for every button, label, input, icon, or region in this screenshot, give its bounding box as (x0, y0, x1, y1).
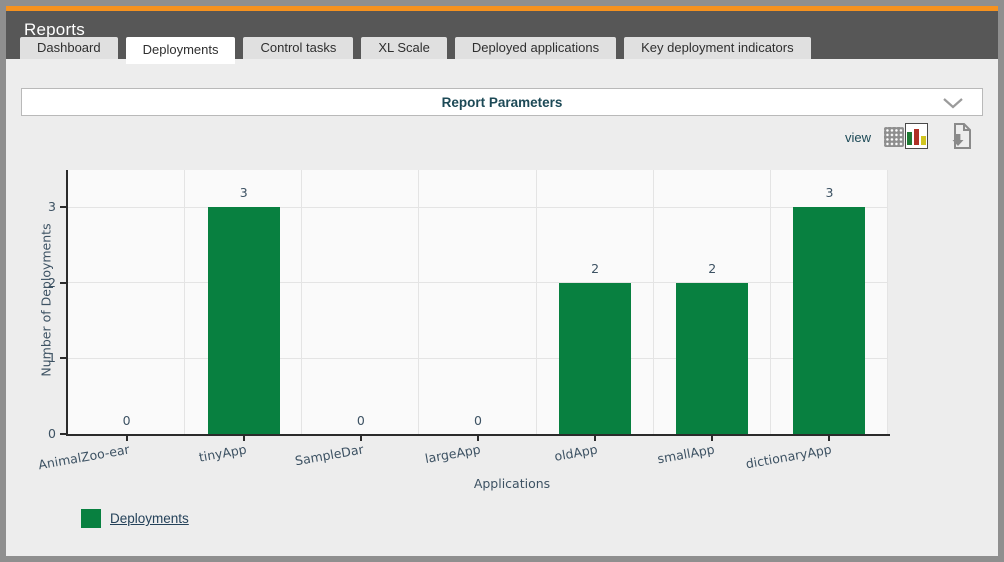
plot-area: 0 3 0 0 2 2 3 (68, 170, 888, 434)
report-parameters-title: Report Parameters (441, 95, 563, 110)
gridline-vertical (184, 170, 186, 434)
bar-dictionaryApp (793, 207, 866, 434)
y-axis-line (66, 170, 68, 436)
y-tick-mark (60, 281, 66, 284)
chart-icon-bar-green (907, 132, 912, 145)
legend-label-deployments[interactable]: Deployments (110, 511, 189, 526)
bar-value-label: 0 (474, 413, 482, 428)
x-tick-mark (828, 436, 831, 441)
chevron-down-icon[interactable] (942, 97, 964, 109)
y-tick-mark (60, 357, 66, 360)
chart-icon-bar-red (914, 129, 919, 145)
x-tick-mark (477, 436, 479, 441)
x-tick-label-largeApp: largeApp (423, 441, 482, 467)
x-tick-label-dictionaryApp: dictionaryApp (744, 441, 834, 472)
gridline-vertical (652, 170, 654, 434)
bar-chart-view-icon[interactable] (905, 123, 928, 149)
gridline-horizontal (68, 282, 888, 284)
report-content: Report Parameters view 0 3 0 0 2 2 3 AnimalZoo… (6, 59, 998, 556)
table-view-icon[interactable] (884, 127, 904, 147)
x-tick-mark (125, 436, 128, 441)
y-tick-label: 0 (48, 426, 56, 441)
view-label: view (845, 130, 872, 145)
gridline-vertical (887, 170, 888, 434)
bar-oldApp (559, 282, 632, 434)
legend-swatch-deployments (81, 509, 101, 528)
reports-header: Reports Dashboard Deployments Control ta… (6, 11, 998, 64)
chart-legend: Deployments (81, 509, 189, 528)
x-tick-mark (711, 436, 714, 441)
y-tick-label: 1 (48, 350, 56, 366)
tab-control-tasks[interactable]: Control tasks (243, 37, 354, 59)
x-axis-title: Applications (473, 476, 551, 491)
report-parameters-panel[interactable]: Report Parameters (21, 88, 983, 116)
chart-icon-bar-yellow (921, 136, 926, 145)
tab-deployed-applications[interactable]: Deployed applications (454, 37, 617, 59)
x-tick-label-oldApp: oldApp (553, 441, 599, 464)
x-tick-label-AnimalZoo-ear: AnimalZoo-ear (36, 441, 131, 473)
gridline-vertical (535, 170, 537, 434)
bar-smallApp (676, 282, 749, 434)
x-tick-label-SampleDar: SampleDar (293, 441, 365, 469)
x-tick-label-tinyApp: tinyApp (197, 441, 248, 465)
bar-value-label: 3 (239, 185, 248, 201)
page-title: Reports (24, 20, 85, 39)
tab-key-deployment-indicators[interactable]: Key deployment indicators (624, 37, 811, 59)
tab-dashboard[interactable]: Dashboard (20, 37, 118, 59)
accent-bar (6, 6, 998, 11)
bar-value-label: 0 (122, 413, 131, 428)
x-tick-label-smallApp: smallApp (656, 441, 716, 467)
tab-bar: Dashboard Deployments Control tasks XL S… (20, 37, 811, 64)
bar-value-label: 2 (591, 260, 600, 276)
y-tick-mark (60, 206, 66, 209)
x-tick-mark (594, 436, 597, 441)
bar-value-label: 3 (825, 185, 834, 201)
gridline-vertical (301, 170, 303, 434)
x-axis-line (66, 434, 890, 436)
y-tick-label: 2 (48, 274, 56, 290)
tab-xl-scale[interactable]: XL Scale (361, 37, 447, 59)
x-tick-mark (242, 436, 245, 441)
bar-value-label: 0 (356, 413, 365, 428)
tab-deployments[interactable]: Deployments (125, 37, 236, 64)
app-window: Reports Dashboard Deployments Control ta… (6, 6, 998, 556)
gridline-horizontal (68, 357, 888, 359)
gridline-vertical (769, 170, 771, 434)
bar-value-label: 2 (708, 260, 717, 276)
bar-tinyApp (207, 207, 280, 434)
x-tick-mark (359, 436, 362, 441)
y-tick-mark (60, 433, 66, 435)
y-axis-title: Number of Deployments (38, 223, 54, 377)
gridline-vertical (418, 170, 420, 434)
y-tick-label: 3 (48, 199, 56, 215)
export-report-icon[interactable] (947, 122, 973, 151)
gridline-horizontal (68, 206, 888, 208)
